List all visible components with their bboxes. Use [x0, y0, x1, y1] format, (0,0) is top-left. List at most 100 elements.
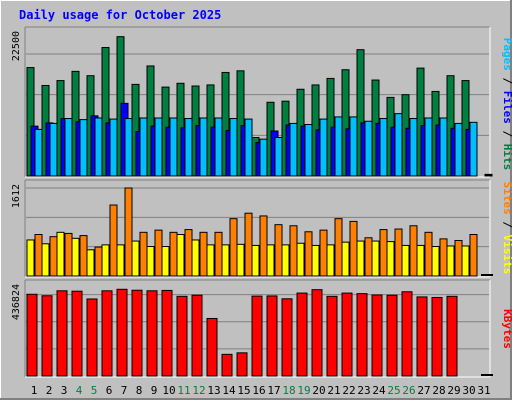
x-tick-label: 11	[177, 384, 190, 397]
bar-kbytes-day-15	[236, 352, 248, 377]
bar-pages-day-4	[79, 119, 88, 177]
bar-kbytes-day-3	[56, 290, 68, 377]
bar-visits-day-21	[326, 244, 335, 277]
bar-sites-day-11	[184, 229, 193, 277]
bar-sites-day-30	[469, 234, 478, 277]
bar-kbytes-day-13	[206, 317, 218, 377]
bar-pages-day-26	[409, 118, 418, 177]
bar-visits-day-14	[221, 244, 230, 277]
bar-pages-day-2	[49, 122, 58, 177]
bar-kbytes-day-19	[296, 292, 308, 377]
bar-pages-day-7	[124, 118, 133, 177]
x-tick-label: 27	[417, 384, 430, 397]
bar-sites-day-28	[439, 238, 448, 277]
x-tick-label: 3	[61, 384, 68, 397]
bar-pages-day-24	[379, 118, 388, 177]
bar-pages-day-23	[364, 120, 373, 177]
legend-entry-kbytes: KBytes	[501, 309, 512, 349]
bar-kbytes-day-29	[446, 295, 458, 377]
bar-pages-day-22	[349, 116, 358, 177]
bar-sites-day-26	[409, 225, 418, 277]
bar-kbytes-day-2	[41, 295, 53, 377]
x-tick-label: 22	[342, 384, 355, 397]
bar-pages-day-25	[394, 113, 403, 177]
bar-pages-day-12	[199, 117, 208, 177]
bar-visits-day-7	[116, 244, 125, 277]
bar-kbytes-day-24	[371, 294, 383, 377]
x-tick-label: 23	[357, 384, 370, 397]
bar-pages-day-15	[244, 118, 253, 177]
bar-pages-day-8	[139, 117, 148, 177]
bar-visits-day-4	[71, 237, 80, 277]
bar-visits-day-8	[131, 240, 140, 277]
bar-pages-day-13	[214, 117, 223, 177]
bar-kbytes-day-1	[26, 293, 38, 377]
chart-panels: 22500 Pages / Files / Hits 1612 Sites / Vis…	[11, 26, 512, 378]
legend-entry-files: Files	[501, 91, 512, 124]
bar-sites-day-13	[214, 231, 223, 277]
x-tick-label: 24	[372, 384, 386, 397]
y-axis-max-label: 1612	[11, 184, 22, 208]
bar-sites-day-25	[394, 228, 403, 277]
bar-sites-day-27	[424, 231, 433, 277]
svg-text:Pages / Files / Hits: Pages / Files / Hits	[501, 38, 512, 171]
x-tick-label: 15	[237, 384, 250, 397]
bar-visits-day-13	[206, 244, 215, 277]
bar-pages-day-10	[169, 117, 178, 177]
bar-kbytes-day-8	[131, 289, 143, 377]
panel-bottom: 436824 KBytes	[11, 279, 512, 378]
x-tick-label: 8	[136, 384, 143, 397]
bar-sites-day-15	[244, 212, 253, 277]
bar-kbytes-day-4	[71, 290, 83, 377]
bar-visits-day-11	[176, 234, 185, 277]
x-tick-label: 4	[76, 384, 83, 397]
bar-kbytes-day-17	[266, 295, 278, 377]
bar-pages-day-6	[109, 118, 118, 177]
y-axis-max-label: 22500	[11, 31, 22, 61]
bar-kbytes-day-11	[176, 295, 188, 377]
bar-kbytes-day-7	[116, 288, 128, 377]
bar-visits-day-9	[146, 246, 155, 277]
bar-kbytes-day-22	[341, 292, 353, 377]
bar-visits-day-17	[266, 244, 275, 277]
bar-kbytes-day-26	[401, 291, 413, 377]
bar-visits-day-15	[236, 243, 245, 277]
x-tick-label: 28	[432, 384, 445, 397]
bar-visits-day-24	[371, 240, 380, 277]
x-tick-label: 21	[327, 384, 340, 397]
bar-sites-day-12	[199, 231, 208, 277]
bar-visits-day-2	[41, 243, 50, 277]
bar-sites-day-16	[259, 215, 268, 277]
bar-kbytes-day-10	[161, 289, 173, 377]
bar-sites-day-3	[64, 232, 73, 277]
x-tick-label: 12	[192, 384, 205, 397]
empty-day-marker	[481, 374, 493, 376]
bar-kbytes-day-16	[251, 295, 263, 377]
empty-day-marker	[481, 274, 493, 276]
x-tick-label: 17	[267, 384, 280, 397]
bar-visits-day-16	[251, 244, 260, 277]
bar-kbytes-day-20	[311, 289, 323, 377]
bar-visits-day-6	[101, 244, 110, 277]
bar-sites-day-18	[289, 225, 298, 277]
legend-top: Pages / Files / Hits	[501, 38, 512, 171]
bar-pages-day-11	[184, 118, 193, 177]
bar-kbytes-day-23	[356, 293, 368, 377]
bar-pages-day-16	[259, 138, 268, 177]
x-tick-label: 7	[121, 384, 128, 397]
bar-pages-day-31	[484, 173, 493, 177]
bar-visits-day-19	[296, 242, 305, 277]
bar-kbytes-day-9	[146, 290, 158, 377]
x-axis-day-labels: 1 2 3 4 5 6 7 8 9 10 11 12 13 14 15 16 17 18 19 20 21 22 23 24 2…	[31, 384, 491, 397]
bar-kbytes-day-28	[431, 296, 443, 377]
bar-kbytes-day-14	[221, 353, 233, 377]
bar-sites-day-24	[379, 229, 388, 277]
panel-top: 22500 Pages / Files / Hits	[11, 26, 512, 178]
svg-text:Sites / Visits: Sites / Visits	[501, 182, 512, 275]
bar-pages-day-17	[274, 137, 283, 177]
bar-kbytes-day-12	[191, 294, 203, 377]
bar-pages-day-1	[34, 128, 43, 177]
bar-sites-day-9	[154, 229, 163, 277]
bar-visits-day-29	[446, 245, 455, 277]
